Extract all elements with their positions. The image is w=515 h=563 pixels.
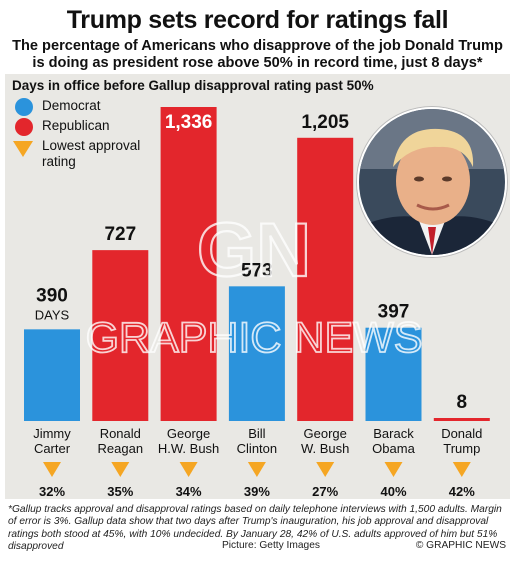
copyright: © GRAPHIC NEWS: [415, 540, 506, 551]
category-label: Reagan: [98, 441, 144, 456]
legend-lowest-approval: Lowest approval rating: [10, 136, 150, 169]
category-label: Ronald: [100, 426, 141, 441]
bar-value-label: 390: [36, 285, 68, 306]
bar: [92, 250, 149, 421]
category-label: George: [167, 426, 210, 441]
lowest-approval-value: 35%: [107, 484, 133, 499]
category-label: Clinton: [237, 441, 277, 456]
bar-value-label: 1,336: [165, 112, 213, 133]
bar-value-label: 397: [378, 302, 410, 323]
category-label: Trump: [443, 441, 480, 456]
category-label: W. Bush: [301, 441, 349, 456]
bar-unit-label: DAYS: [35, 307, 70, 322]
bar: [433, 418, 490, 421]
lowest-approval-triangle-icon: [111, 462, 130, 477]
category-label: Donald: [441, 426, 482, 441]
category-label: Obama: [372, 441, 415, 456]
lowest-approval-triangle-icon: [316, 462, 335, 477]
legend-lowest-label: Lowest approval rating: [42, 138, 141, 169]
lowest-approval-value: 34%: [176, 484, 202, 499]
footnote: *Gallup tracks approval and disapproval …: [8, 504, 502, 552]
lowest-approval-triangle-icon: [384, 462, 403, 477]
category-label: Bill: [248, 426, 265, 441]
bar-value-label: 573: [241, 260, 273, 281]
category-label: Carter: [34, 441, 71, 456]
category-label: George: [304, 426, 347, 441]
bar-value-label: 727: [104, 224, 136, 245]
category-label: H.W. Bush: [158, 441, 219, 456]
lowest-approval-value: 32%: [39, 484, 65, 499]
legend-republican-label: Republican: [42, 118, 110, 133]
lowest-approval-triangle-icon: [179, 462, 198, 477]
lowest-approval-triangle-icon: [43, 462, 61, 477]
legend-democrat-label: Democrat: [42, 98, 101, 113]
lowest-approval-triangle-icon: [247, 462, 266, 477]
lowest-approval-value: 27%: [312, 484, 338, 499]
bar: [365, 327, 422, 421]
triangle-icon: [13, 141, 33, 157]
lowest-approval-value: 42%: [449, 484, 475, 499]
chart-subtitle: The percentage of Americans who disappro…: [12, 38, 503, 71]
democrat-swatch: [15, 98, 33, 116]
chart-title: Trump sets record for ratings fall: [66, 6, 449, 34]
republican-swatch: [15, 118, 33, 136]
bar: [24, 329, 80, 421]
bar: [228, 286, 285, 421]
bar-value-label: 1,205: [301, 112, 349, 133]
category-label: Jimmy: [33, 426, 71, 441]
trump-portrait-photo: [357, 107, 507, 257]
photo-credit: Picture: Getty Images: [222, 540, 320, 551]
lowest-approval-value: 39%: [244, 484, 270, 499]
bar-value-label: 8: [457, 392, 468, 413]
bar: [160, 107, 217, 421]
category-label: Barack: [373, 426, 414, 441]
bar: [297, 137, 354, 421]
lowest-approval-value: 40%: [380, 484, 406, 499]
lowest-approval-triangle-icon: [452, 462, 471, 477]
chart-axis-caption: Days in office before Gallup disapproval…: [12, 78, 374, 93]
